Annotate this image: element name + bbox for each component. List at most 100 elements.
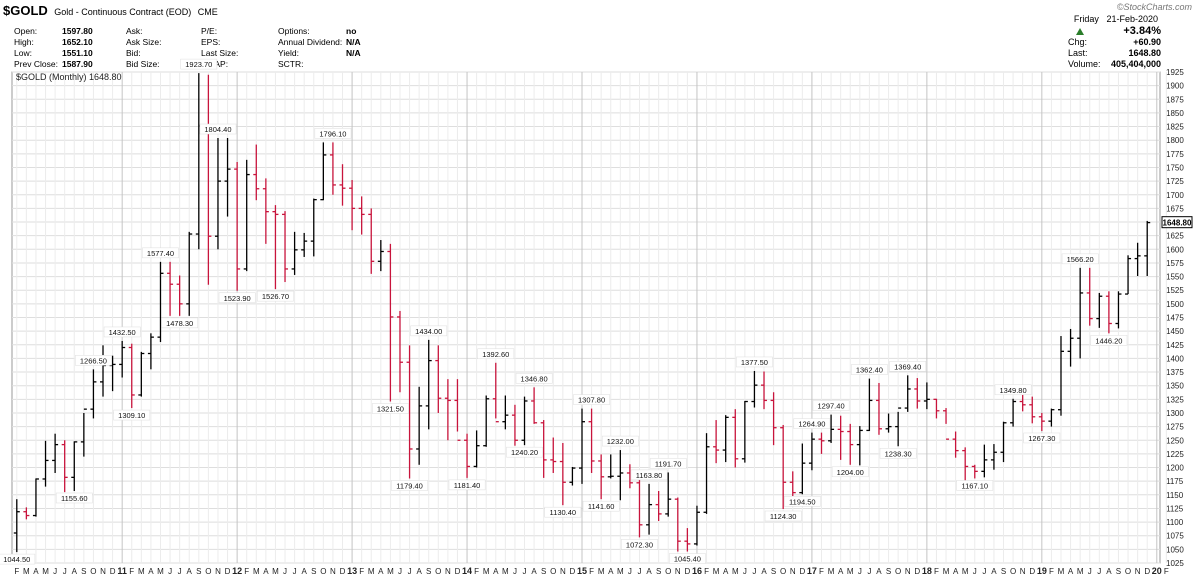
annotation-box: [1061, 253, 1099, 265]
x-tick-label: S: [1116, 567, 1121, 576]
x-tick-label: F: [819, 567, 824, 576]
annotation-box: [793, 418, 831, 429]
ohlc-bar: [234, 162, 241, 291]
x-tick-label: A: [723, 567, 729, 576]
annotation-label: 1309.10: [118, 411, 145, 420]
annotation-label: 1923.70: [185, 60, 212, 69]
ohlc-bar: [502, 395, 509, 430]
change-pct: +3.84%: [1123, 25, 1161, 37]
ohlc-bar: [588, 408, 595, 473]
annotation-label: 1163.80: [636, 471, 663, 480]
x-tick-label: M: [1077, 567, 1084, 576]
ohlc-bar: [42, 440, 49, 487]
y-tick-label: 1025: [1166, 559, 1184, 568]
x-tick-label: O: [780, 567, 786, 576]
x-tick-label: J: [63, 567, 67, 576]
annotation-box: [956, 480, 994, 491]
annotation-box: [649, 458, 687, 469]
y-tick-label: 1125: [1166, 504, 1184, 513]
ohlc-bar: [128, 343, 135, 409]
bid-size-label: Bid Size:: [126, 59, 160, 69]
x-tick-label: J: [752, 567, 756, 576]
annotation-label: 1264.90: [798, 420, 825, 429]
annotation-box: [161, 317, 198, 329]
ohlc-bar: [923, 382, 930, 410]
x-tick-label: M: [42, 567, 49, 576]
x-tick-label: J: [523, 567, 527, 576]
annotation-box: [314, 128, 352, 139]
last-size-label: Last Size:: [201, 48, 239, 58]
ohlc-bar: [895, 407, 902, 447]
y-tick-label: 1825: [1166, 123, 1184, 132]
x-tick-label: J: [53, 567, 57, 576]
x-tick-label: N: [790, 567, 796, 576]
x-tick-label: 12: [232, 566, 242, 576]
annotation-label: 1392.60: [482, 350, 509, 359]
x-tick-label: N: [100, 567, 106, 576]
ohlc-bar: [808, 432, 815, 471]
x-tick-label: O: [895, 567, 901, 576]
x-tick-label: M: [483, 567, 490, 576]
x-tick-label: M: [368, 567, 375, 576]
annotation-label: 1130.40: [550, 508, 577, 517]
x-tick-label: S: [656, 567, 661, 576]
ohlc-bar: [799, 443, 806, 495]
annotation-label: 1124.30: [770, 512, 797, 521]
y-tick-label: 1500: [1166, 300, 1184, 309]
sctr-label: SCTR:: [278, 59, 304, 69]
ohlc-bar: [157, 261, 164, 343]
volume-row: Volume: 405,404,000: [1068, 59, 1161, 70]
x-tick-label: F: [934, 567, 939, 576]
ohlc-bar: [416, 386, 423, 465]
chg-label: Chg:: [1068, 37, 1088, 47]
ohlc-bar: [914, 378, 921, 409]
ohlc-bar: [674, 497, 681, 552]
ohlc-bar: [224, 138, 231, 217]
x-tick-label: A: [72, 567, 78, 576]
x-tick-label: J: [293, 567, 297, 576]
ohlc-bar: [262, 178, 269, 244]
annotation-label: 1307.80: [578, 396, 605, 405]
high-value: 1652.10: [62, 37, 93, 47]
ohlc-bar: [1029, 396, 1036, 424]
annotation-box: [764, 510, 802, 522]
ohlc-bar: [531, 387, 538, 424]
ohlc-bar: [962, 447, 969, 486]
options-label: Options:: [278, 26, 310, 36]
annotation-box: [515, 373, 553, 384]
annotation-box: [477, 348, 515, 360]
last-price-label: 1648.80: [1163, 219, 1192, 228]
y-tick-label: 1325: [1166, 395, 1184, 404]
x-tick-label: A: [1068, 567, 1074, 576]
x-tick-label: M: [598, 567, 605, 576]
ohlc-bar: [358, 196, 365, 235]
annotation-label: 1238.30: [885, 449, 912, 458]
ohlc-bar: [1134, 242, 1141, 277]
ohlc-bar: [1010, 398, 1017, 427]
ohlc-bar: [349, 180, 356, 231]
ohlc-bar: [1000, 421, 1007, 463]
last-label: Last:: [1068, 48, 1088, 58]
annotation-label: 1377.50: [741, 358, 768, 367]
x-tick-label: A: [416, 567, 422, 576]
low-label: Low:: [14, 48, 32, 58]
ohlc-bar: [1125, 255, 1132, 295]
x-tick-label: A: [302, 567, 308, 576]
annotation-label: 1297.40: [818, 402, 845, 411]
y-tick-label: 1450: [1166, 327, 1184, 336]
y-tick-label: 1525: [1166, 286, 1184, 295]
x-tick-label: N: [445, 567, 451, 576]
ohlc-bar: [770, 392, 777, 446]
ohlc-bar: [636, 478, 643, 538]
chart-header: $GOLD Gold - Continuous Contract (EOD) C…: [3, 2, 218, 20]
annotation-label: 1349.80: [1000, 386, 1027, 395]
volume-label: Volume:: [1068, 59, 1101, 69]
y-tick-label: 1425: [1166, 341, 1184, 350]
stockcharts-logo[interactable]: ©StockCharts.com: [1116, 2, 1192, 12]
annotation-box: [410, 325, 448, 337]
x-tick-label: N: [905, 567, 911, 576]
annotation-label: 1179.40: [396, 481, 423, 490]
y-tick-label: 1625: [1166, 232, 1184, 241]
x-tick-label: M: [387, 567, 394, 576]
